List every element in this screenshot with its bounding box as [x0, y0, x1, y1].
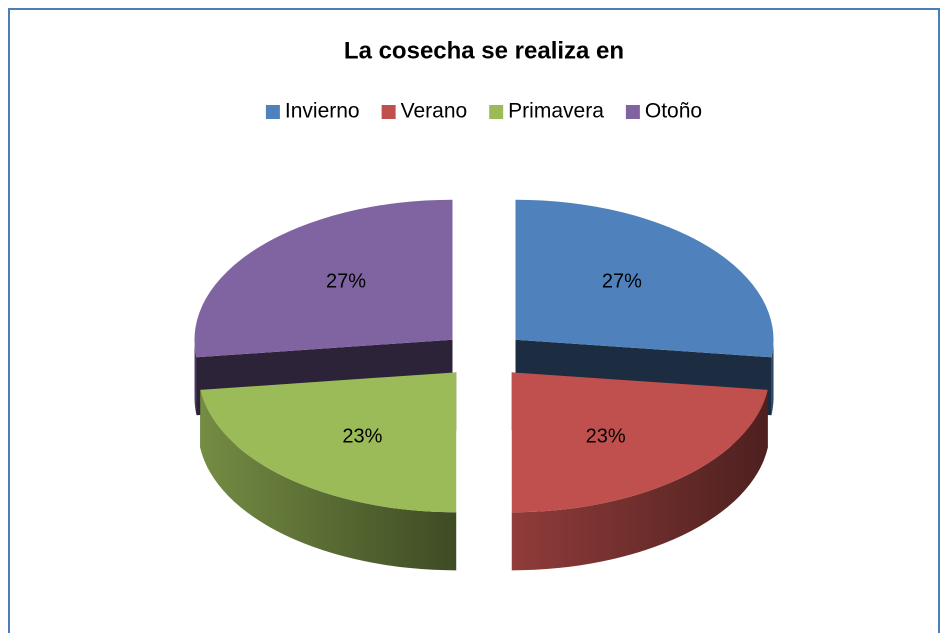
legend-label: Otoño — [645, 100, 702, 123]
chart-title: La cosecha se realiza en — [344, 37, 624, 64]
slice-wall — [511, 389, 768, 571]
legend-swatch — [489, 105, 504, 119]
data-label: 23% — [586, 426, 626, 448]
data-label: 27% — [326, 271, 366, 293]
slice-top — [194, 199, 453, 358]
slice: 23% — [511, 372, 768, 571]
legend-swatch — [265, 105, 280, 119]
chart-frame — [8, 8, 940, 633]
slice: 23% — [200, 372, 457, 571]
data-label: 27% — [602, 271, 642, 293]
slice-top — [200, 372, 457, 513]
legend-label: Verano — [401, 100, 468, 123]
slice-wall — [771, 339, 774, 416]
slice-wall — [194, 339, 197, 416]
slice-top — [515, 199, 774, 358]
legend-swatch — [625, 105, 640, 119]
legend-label: Invierno — [285, 100, 360, 123]
slice-top — [511, 372, 768, 513]
legend-swatch — [381, 105, 396, 119]
legend-label: Primavera — [508, 100, 604, 123]
data-label: 23% — [342, 426, 382, 448]
slice-wall — [200, 389, 457, 571]
legend: Invierno Verano Primavera Otoño — [265, 100, 702, 123]
